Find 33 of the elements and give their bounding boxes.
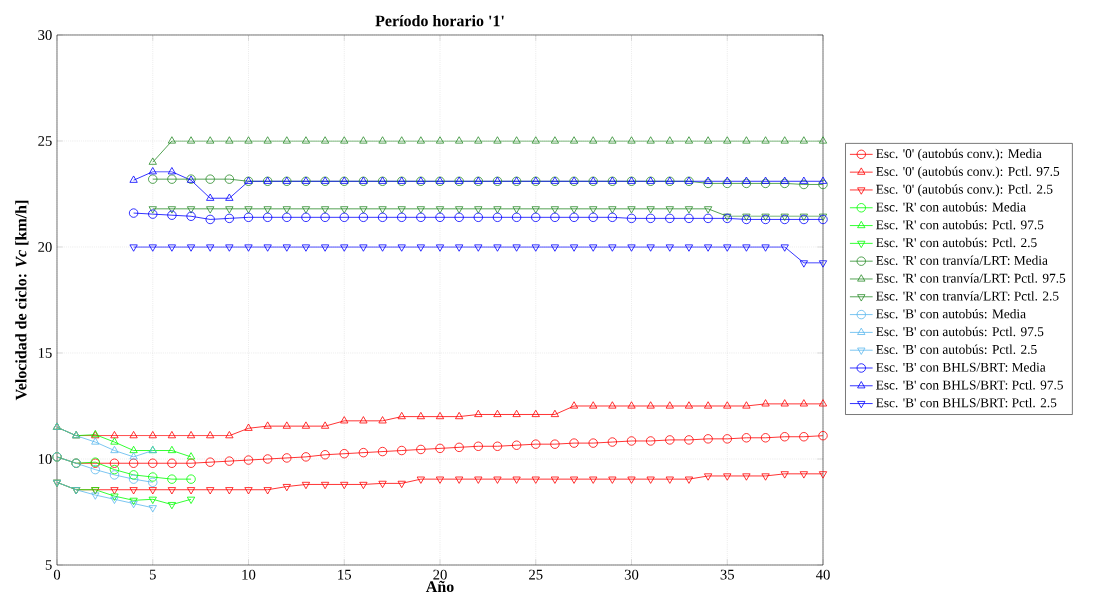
x-tick-label: 20 xyxy=(433,569,447,580)
legend-label: Esc. '0' (autobús conv.): Pctl. 97.5 xyxy=(876,166,1060,179)
x-tick-label: 15 xyxy=(338,569,352,580)
legend-label: Esc. 'B' con BHLS/BRT: Pctl. 97.5 xyxy=(876,380,1063,390)
x-tick-label: 30 xyxy=(624,569,639,580)
x-tick-label: 10 xyxy=(242,569,256,580)
y-tick-label: 5 xyxy=(45,560,52,570)
y-tick-label: 10 xyxy=(38,454,52,464)
x-axis-title: Año xyxy=(425,580,454,593)
legend-label: Esc. 'R' con tranvía/LRT: Media xyxy=(876,255,1048,265)
y-axis-title: Velocidad de ciclo: Vc [km/h] xyxy=(15,200,29,401)
legend-label: Esc. '0' (autobús conv.): Media xyxy=(876,148,1042,161)
x-tick-label: 0 xyxy=(53,569,61,580)
legend-label: Esc. '0' (autobús conv.): Pctl. 2.5 xyxy=(876,184,1053,197)
legend-label: Esc. 'R' con tranvía/LRT: Pctl. 97.5 xyxy=(876,273,1066,283)
y-tick-label: 30 xyxy=(38,30,52,40)
x-tick-label: 5 xyxy=(149,569,156,580)
legend-label: Esc. 'R' con autobús: Media xyxy=(876,202,1026,212)
y-tick-label: 25 xyxy=(38,136,52,146)
legend-label: Esc. 'R' con tranvía/LRT: Pctl. 2.5 xyxy=(876,291,1059,301)
x-tick-label: 40 xyxy=(815,569,830,580)
chart-title: Período horario '1' xyxy=(375,15,504,27)
legend-label: Esc. 'B' con BHLS/BRT: Pctl. 2.5 xyxy=(876,397,1057,408)
x-tick-label: 25 xyxy=(529,569,543,580)
legend-label: Esc. 'B' con autobús: Pctl. 2.5 xyxy=(876,344,1037,355)
legend-label: Esc. 'B' con autobús: Media xyxy=(876,308,1026,319)
y-tick-label: 15 xyxy=(38,348,52,358)
legend-label: Esc. 'R' con autobús: Pctl. 97.5 xyxy=(876,219,1044,230)
legend-label: Esc. 'R' con autobús: Pctl. 2.5 xyxy=(876,237,1037,248)
x-tick-label: 35 xyxy=(720,569,735,580)
legend-label: Esc. 'B' con BHLS/BRT: Media xyxy=(876,362,1046,372)
y-tick-label: 20 xyxy=(38,242,52,252)
legend-label: Esc. 'B' con autobús: Pctl. 97.5 xyxy=(876,326,1044,337)
